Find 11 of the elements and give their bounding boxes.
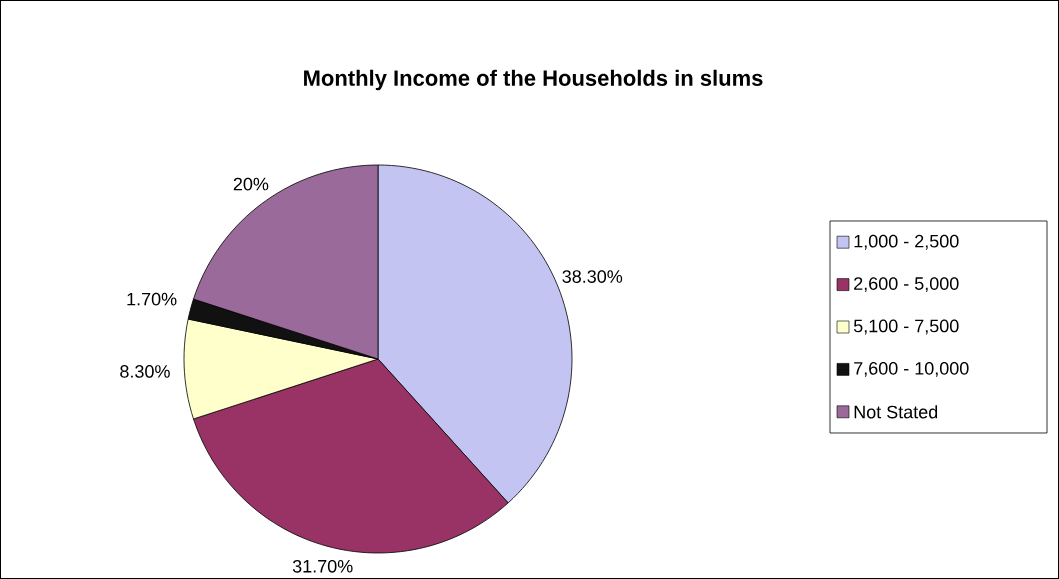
data-label: 31.70% xyxy=(292,559,353,573)
data-label: 1.70% xyxy=(127,292,177,306)
legend-label: 1,000 - 2,500 xyxy=(854,234,959,250)
legend-label: 7,600 - 10,000 xyxy=(854,361,969,377)
legend-label: 2,600 - 5,000 xyxy=(854,277,959,293)
chart-title: Monthly Income of the Households in slums xyxy=(304,69,763,91)
legend-label: 5,100 - 7,500 xyxy=(853,319,959,335)
data-label: 38.30% xyxy=(562,270,623,283)
legend-label: Not Stated xyxy=(854,405,938,419)
data-label: 20% xyxy=(233,177,269,191)
data-label: 8.30% xyxy=(120,365,170,378)
